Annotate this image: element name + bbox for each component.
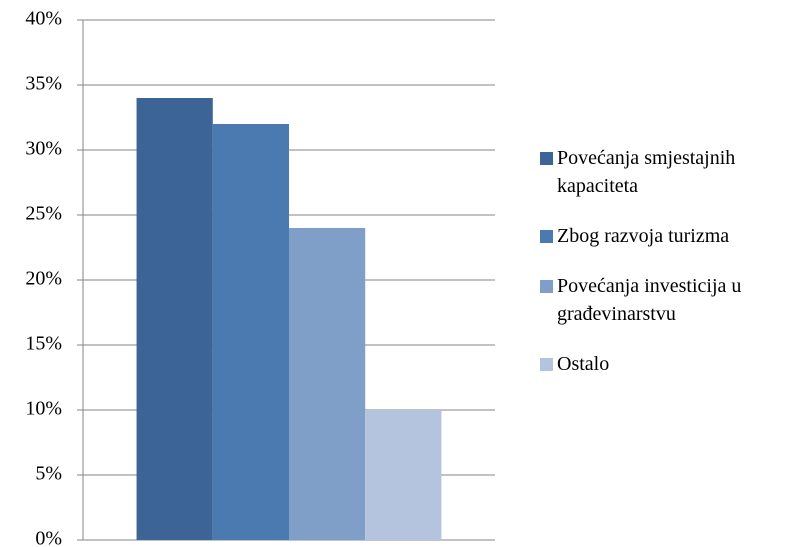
legend-swatch	[540, 230, 553, 243]
y-tick-label: 20%	[25, 268, 62, 290]
bar	[289, 228, 366, 540]
y-tick-label: 0%	[35, 528, 62, 547]
y-tick-label: 15%	[25, 333, 62, 355]
legend-swatch	[540, 358, 553, 371]
bar	[136, 98, 213, 540]
legend-swatch	[540, 152, 553, 165]
y-tick-label: 40%	[25, 8, 62, 30]
legend-label: Zbog razvoja turizma	[557, 225, 730, 247]
legend-swatch	[540, 280, 553, 293]
y-tick-label: 10%	[25, 398, 62, 420]
legend-label: Ostalo	[557, 353, 610, 375]
legend-entry: Zbog razvoja turizma	[540, 222, 808, 250]
legend-entry: Povećanja investicija u građevinarstvu	[540, 272, 808, 328]
y-tick-label: 30%	[25, 138, 62, 160]
bar	[365, 410, 442, 540]
y-tick-label: 35%	[25, 73, 62, 95]
legend-label: Povećanja smjestajnih kapaciteta	[557, 147, 736, 197]
legend-label: Povećanja investicija u građevinarstvu	[557, 275, 742, 325]
y-tick-label: 5%	[35, 463, 62, 485]
legend: Povećanja smjestajnih kapaciteta Zbog raz…	[540, 144, 808, 378]
bar	[212, 124, 289, 540]
legend-entry: Povećanja smjestajnih kapaciteta	[540, 144, 808, 200]
legend-entry: Ostalo	[540, 350, 808, 378]
y-tick-label: 25%	[25, 203, 62, 225]
